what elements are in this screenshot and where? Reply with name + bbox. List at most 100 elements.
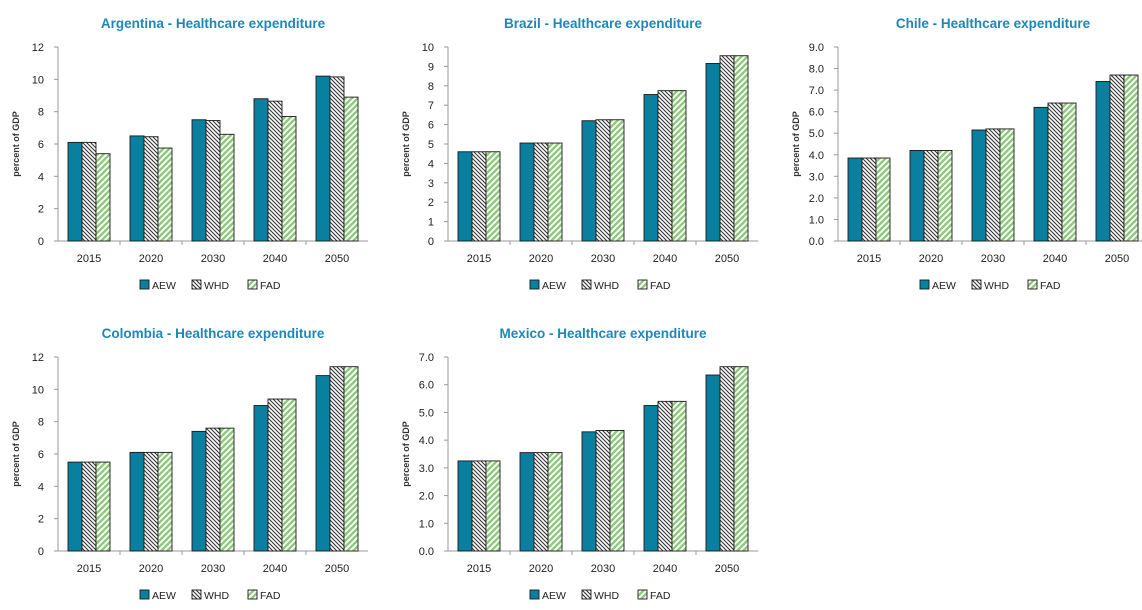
bar-fad-2050	[733, 55, 749, 242]
x-tick-label: 2050	[715, 563, 739, 575]
legend-label-aew: AEW	[932, 280, 956, 292]
x-tick-label: 2020	[529, 253, 553, 265]
x-tick-label: 2020	[139, 253, 163, 265]
bar-fad-2040	[281, 116, 297, 242]
legend-swatch-fad	[1027, 279, 1038, 290]
legend-swatch-aew	[529, 589, 540, 600]
x-tick-label: 2050	[325, 253, 349, 265]
chart-title: Brazil - Healthcare expenditure	[504, 16, 703, 31]
bar-whd-2015	[81, 461, 97, 552]
bar-whd-2040	[1047, 102, 1063, 242]
legend-label-fad: FAD	[260, 590, 281, 602]
chart-panel-brazil: Brazil - Healthcare expenditure 0 1 2 3 4 5 6 7 8…	[390, 0, 770, 300]
legend-swatch-whd	[581, 589, 592, 600]
bar-fad-2030	[609, 119, 625, 242]
legend-swatch-aew	[529, 279, 540, 290]
bar-fad-2015	[95, 153, 111, 242]
bar-whd-2020	[143, 451, 159, 552]
y-tick-label: 9.0	[809, 42, 824, 54]
x-tick-label: 2020	[139, 563, 163, 575]
y-axis-label: percent of GDP	[11, 111, 21, 177]
bar-whd-2050	[1109, 74, 1125, 242]
bar-aew-2050	[705, 374, 721, 552]
bar-aew-2050	[315, 375, 331, 552]
y-tick-label: 6	[38, 449, 44, 461]
y-tick-label: 8	[428, 81, 434, 93]
y-tick-label: 0.0	[419, 546, 434, 558]
y-tick-label: 4.0	[419, 435, 434, 447]
y-tick-label: 0.0	[809, 236, 824, 248]
y-tick-label: 2	[38, 204, 44, 216]
x-tick-label: 2015	[77, 253, 101, 265]
bar-aew-2030	[581, 431, 597, 552]
bar-fad-2050	[733, 366, 749, 552]
bar-fad-2020	[157, 451, 173, 552]
legend-label-whd: WHD	[204, 590, 229, 602]
bar-aew-2030	[191, 119, 207, 242]
y-tick-label: 12	[32, 352, 44, 364]
bar-fad-2015	[875, 157, 891, 242]
x-tick-label: 2015	[467, 253, 491, 265]
y-tick-label: 8.0	[809, 64, 824, 76]
bar-whd-2030	[205, 120, 221, 242]
y-tick-label: 5.0	[809, 128, 824, 140]
y-tick-label: 7	[428, 100, 434, 112]
legend-swatch-whd	[581, 279, 592, 290]
chart-svg: Mexico - Healthcare expenditure 0.0 1.0 2.0…	[401, 326, 758, 602]
y-tick-label: 6.0	[419, 380, 434, 392]
x-tick-label: 2040	[653, 253, 677, 265]
bar-whd-2030	[205, 427, 221, 552]
bar-fad-2030	[219, 133, 235, 242]
legend-label-fad: FAD	[260, 280, 281, 292]
bar-fad-2030	[999, 128, 1015, 242]
y-tick-label: 7.0	[419, 352, 434, 364]
legend-swatch-fad	[247, 589, 258, 600]
chart-panel-chile: Chile - Healthcare expenditure 0.0 1.0 2.0 3…	[780, 0, 1142, 300]
y-tick-label: 4	[428, 158, 434, 170]
bar-whd-2020	[533, 142, 549, 242]
bar-whd-2015	[471, 460, 487, 552]
y-axis-label: percent of GDP	[401, 111, 411, 177]
bar-whd-2030	[595, 429, 611, 552]
chart-title: Colombia - Healthcare expenditure	[102, 326, 325, 341]
bar-aew-2015	[457, 151, 473, 242]
bar-fad-2040	[671, 90, 687, 242]
y-tick-label: 5	[428, 139, 434, 151]
x-tick-label: 2030	[201, 253, 225, 265]
legend-label-fad: FAD	[650, 590, 671, 602]
bar-aew-2050	[1095, 81, 1111, 242]
bar-whd-2015	[471, 151, 487, 242]
legend-label-whd: WHD	[594, 590, 619, 602]
bar-fad-2050	[1123, 74, 1139, 242]
x-tick-label: 2030	[981, 253, 1005, 265]
chart-svg: Brazil - Healthcare expenditure 0 1 2 3 4 5 6 7 8…	[401, 16, 758, 292]
y-tick-label: 7.0	[809, 85, 824, 97]
legend-swatch-whd	[191, 589, 202, 600]
bar-aew-2020	[129, 451, 145, 552]
bar-aew-2040	[643, 94, 659, 242]
y-tick-label: 4.0	[809, 150, 824, 162]
bar-aew-2015	[847, 157, 863, 242]
y-tick-label: 10	[32, 384, 44, 396]
y-tick-label: 3	[428, 178, 434, 190]
y-axis-label: percent of GDP	[401, 421, 411, 487]
bar-whd-2040	[267, 100, 283, 242]
chart-svg: Argentina - Healthcare expenditure 0 2 4 6 8 1…	[11, 16, 368, 292]
chart-panel-argentina: Argentina - Healthcare expenditure 0 2 4 6 8 1…	[0, 0, 380, 300]
y-tick-label: 10	[32, 74, 44, 86]
bar-fad-2030	[609, 429, 625, 552]
x-tick-label: 2020	[529, 563, 553, 575]
y-tick-label: 12	[32, 42, 44, 54]
legend-swatch-aew	[139, 589, 150, 600]
y-tick-label: 5.0	[419, 407, 434, 419]
x-tick-label: 2015	[467, 563, 491, 575]
bar-whd-2030	[595, 119, 611, 242]
y-tick-label: 2.0	[809, 193, 824, 205]
y-tick-label: 6.0	[809, 107, 824, 119]
bar-aew-2020	[519, 452, 535, 552]
bar-whd-2050	[719, 55, 735, 242]
y-tick-label: 4	[38, 481, 44, 493]
bar-fad-2020	[547, 452, 563, 552]
chart-title: Mexico - Healthcare expenditure	[499, 326, 707, 341]
y-tick-label: 0	[38, 546, 44, 558]
